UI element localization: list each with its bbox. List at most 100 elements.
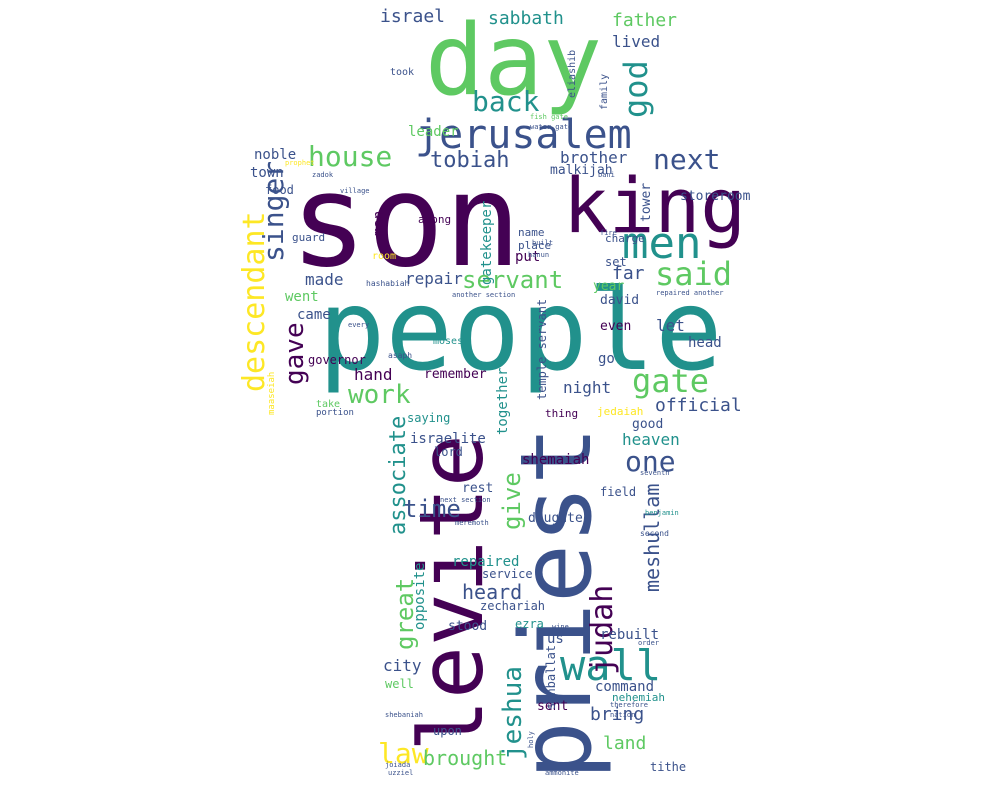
cloud-word: seventh [640, 469, 670, 477]
cloud-word: zechariah [480, 599, 546, 613]
cloud-word: portion [316, 408, 354, 418]
cloud-word: head [688, 335, 722, 351]
cloud-word: charge [605, 232, 645, 245]
cloud-word: built [532, 239, 554, 247]
cloud-word: hand [354, 365, 393, 384]
cloud-word: david [600, 293, 640, 308]
cloud-word: name [518, 226, 545, 239]
cloud-word: bring [590, 704, 645, 725]
cloud-word: meremoth [455, 519, 489, 527]
cloud-word: zadok [312, 171, 334, 179]
cloud-word: heaven [622, 430, 680, 449]
cloud-word: benjamin [645, 509, 679, 517]
cloud-word: upon [433, 724, 462, 738]
cloud-word: time [403, 495, 461, 523]
cloud-word: noble [254, 147, 297, 163]
cloud-word: daughter [528, 511, 591, 526]
cloud-word: bani [598, 171, 615, 179]
cloud-word: ezra [515, 617, 544, 631]
cloud-word: joiada [385, 761, 411, 769]
cloud-word: saying [407, 411, 451, 425]
cloud-word: field [600, 485, 637, 499]
cloud-word: maaseiah [267, 371, 277, 415]
cloud-word: take [316, 399, 341, 410]
cloud-word: fish gate [530, 113, 568, 121]
cloud-word: fire [600, 229, 617, 237]
cloud-word: father [612, 10, 678, 31]
cloud-word: tower [639, 182, 654, 222]
cloud-word: water gate [530, 123, 573, 131]
cloud-word: sabbath [488, 8, 564, 29]
cloud-word: thing [545, 407, 579, 420]
cloud-word: service [482, 567, 533, 581]
cloud-word: us [547, 631, 564, 647]
cloud-word: israel [380, 6, 446, 27]
cloud-word: give [498, 472, 526, 530]
cloud-word: brother [560, 148, 628, 167]
cloud-word: god [617, 60, 655, 118]
cloud-word: servant [462, 266, 564, 294]
cloud-word: place [518, 239, 552, 252]
cloud-word: asaph [388, 351, 413, 360]
cloud-word: men [622, 218, 702, 269]
cloud-word: hashabiah [366, 279, 410, 288]
cloud-word: wall [560, 641, 662, 690]
cloud-word: among [418, 213, 452, 226]
cloud-word: gave [280, 322, 310, 385]
cloud-word: wine [552, 623, 569, 631]
cloud-word: put [515, 249, 541, 265]
cloud-word: house [308, 140, 393, 173]
cloud-word: lord [434, 445, 463, 459]
cloud-word: associate [386, 415, 411, 535]
cloud-word: go [598, 351, 615, 367]
cloud-word: village [340, 187, 370, 195]
cloud-word: repair [405, 269, 463, 288]
cloud-word: land [603, 733, 647, 754]
cloud-word: governor [308, 353, 366, 367]
cloud-word: next section [440, 496, 491, 504]
cloud-word: command [595, 679, 655, 695]
cloud-word: made [305, 270, 344, 289]
cloud-word: rebuilt [600, 627, 660, 643]
cloud-word: gate [632, 362, 710, 400]
cloud-word: work [348, 380, 411, 410]
cloud-word: king [563, 161, 747, 250]
cloud-word: repaired another [656, 289, 724, 297]
cloud-word: nation [610, 711, 636, 719]
cloud-word: let [656, 316, 685, 335]
cloud-word: hanun [528, 251, 550, 259]
cloud-word: nehemiah [612, 691, 665, 704]
cloud-word: official [655, 395, 742, 416]
cloud-word: uzziel [388, 769, 414, 777]
cloud-word: malkijah [550, 163, 613, 178]
cloud-word: night [563, 378, 612, 397]
cloud-word: next [653, 143, 721, 176]
cloud-word: eliashib [567, 49, 578, 98]
cloud-word: shemaiah [522, 452, 590, 468]
cloud-word: well [385, 677, 414, 691]
cloud-word: israelite [410, 431, 486, 447]
cloud-word: good [632, 417, 664, 432]
cloud-word: moses [433, 336, 464, 347]
cloud-word: far [612, 263, 645, 284]
cloud-word: order [638, 639, 660, 647]
cloud-word: storeroom [680, 189, 751, 204]
cloud-word: another section [452, 291, 516, 299]
cloud-word: came [297, 307, 331, 323]
cloud-word: jerusalem [415, 112, 632, 158]
cloud-word: jedaiah [597, 405, 644, 418]
cloud-word: sanballat [544, 644, 558, 710]
cloud-word: law [378, 737, 429, 770]
cloud-word: temple servant [535, 298, 549, 400]
cloud-word: year [593, 279, 625, 294]
cloud-word: town [250, 165, 284, 181]
cloud-word: lived [612, 32, 661, 51]
cloud-word: leader [408, 124, 459, 140]
cloud-word: son [290, 147, 522, 296]
cloud-word: together [495, 367, 511, 435]
cloud-word: rest [462, 481, 494, 496]
cloud-word: back [472, 85, 540, 118]
cloud-word: ammonite [545, 769, 579, 777]
cloud-word: went [285, 289, 319, 305]
